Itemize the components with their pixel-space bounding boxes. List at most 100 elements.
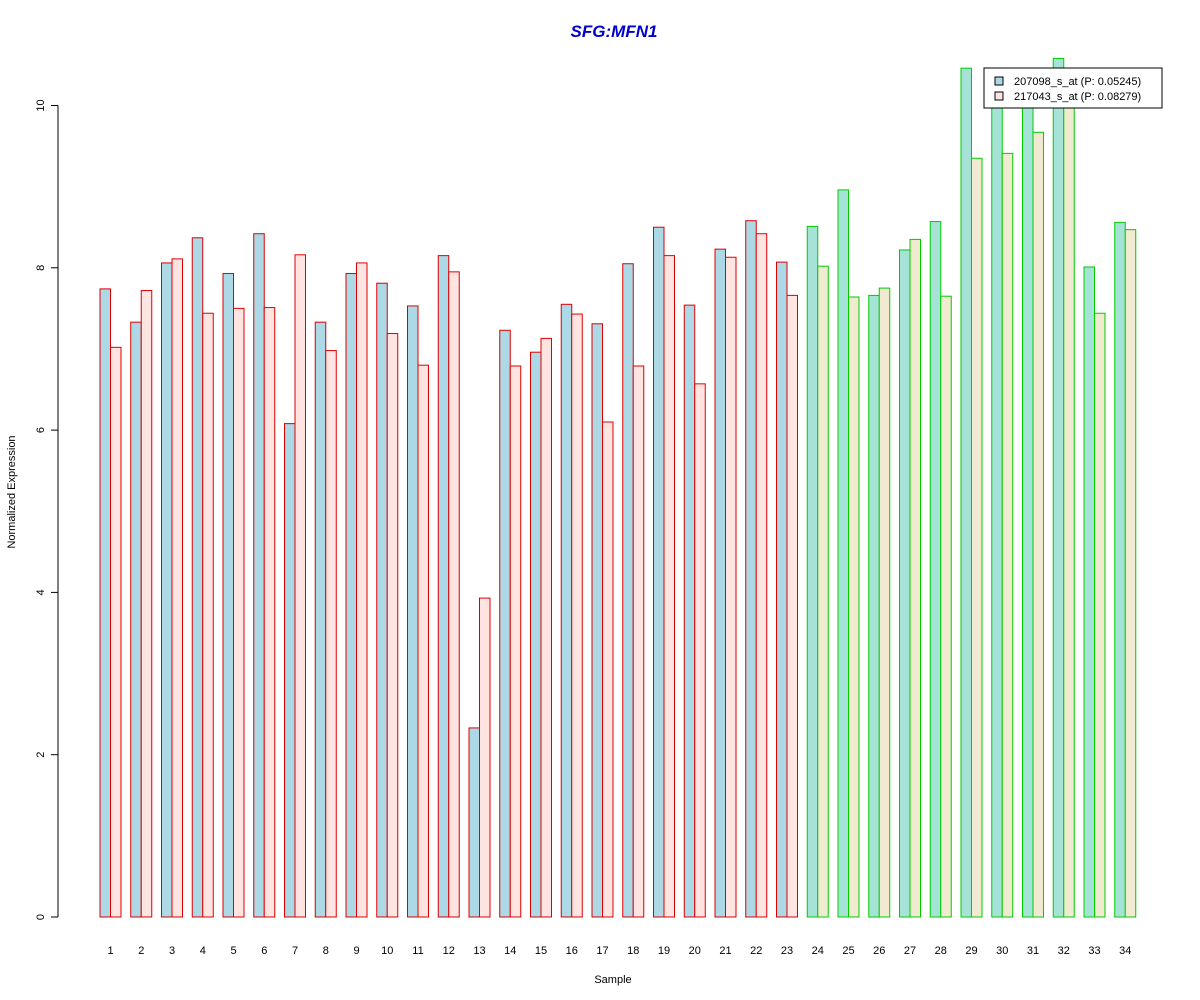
x-tick-label: 16: [566, 945, 578, 957]
bar-series-1: [1022, 96, 1034, 918]
bar-series-2: [540, 337, 552, 918]
bar-series-1: [284, 423, 296, 918]
x-tick-label: 14: [504, 945, 516, 957]
bar-series-2: [1001, 152, 1014, 918]
bar-series-2: [940, 295, 952, 918]
bar-series-2: [817, 265, 829, 918]
bar-series-2: [694, 383, 706, 918]
x-tick-label: 5: [230, 945, 236, 957]
x-tick-label: 9: [353, 945, 359, 957]
bar-series-2: [602, 421, 614, 918]
x-tick-label: 32: [1058, 945, 1070, 957]
bar-series-2: [202, 312, 214, 918]
bar-series-2: [878, 287, 891, 918]
x-tick-label: 20: [689, 945, 701, 957]
bar-series-1: [1083, 266, 1095, 918]
bar-series-1: [1052, 57, 1065, 918]
legend-swatch-series-1: [994, 76, 1004, 86]
bar-series-2: [509, 365, 522, 918]
bar-series-1: [345, 272, 357, 918]
bar-series-2: [1063, 96, 1075, 918]
bar-series-1: [960, 67, 972, 918]
x-tick-label: 28: [935, 945, 947, 957]
y-axis: 0 2 4 6 8 10: [35, 99, 59, 920]
bar-series-2: [663, 255, 675, 918]
x-tick-label: 12: [443, 945, 455, 957]
bar-series-1: [591, 323, 603, 918]
x-tick-label: 7: [292, 945, 298, 957]
bar-series-2: [325, 350, 337, 918]
bar-series-1: [222, 272, 234, 918]
bar-series-2: [448, 271, 460, 918]
bar-series-2: [479, 597, 491, 918]
bar-series-2: [294, 254, 306, 918]
x-tick-label: 23: [781, 945, 793, 957]
bar-series-1: [776, 261, 788, 918]
y-axis-label: Normalized Expression: [6, 435, 18, 548]
legend-label-series-1: 207098_s_at (P: 0.05245): [1014, 76, 1141, 88]
bar-series-1: [622, 263, 634, 918]
x-tick-label: 10: [381, 945, 393, 957]
bar-series-2: [263, 307, 276, 918]
bar-series-1: [837, 189, 849, 918]
bar-series-2: [755, 233, 768, 918]
x-tick-label: 18: [627, 945, 639, 957]
legend-label-series-2: 217043_s_at (P: 0.08279): [1014, 91, 1141, 103]
bar-series-1: [560, 303, 573, 918]
y-tick-label: 10: [35, 99, 47, 111]
bar-series-2: [110, 346, 122, 918]
bar-series-2: [356, 262, 368, 918]
x-tick-label: 27: [904, 945, 916, 957]
x-tick-label: 6: [261, 945, 267, 957]
bar-series-1: [991, 96, 1003, 918]
x-tick-label: 31: [1027, 945, 1039, 957]
y-tick-label: 6: [35, 427, 47, 433]
x-tick-label: 26: [873, 945, 885, 957]
x-tick-label: 19: [658, 945, 670, 957]
bar-series-1: [868, 294, 880, 918]
x-tick-label: 11: [412, 945, 423, 957]
bar-series-1: [714, 248, 726, 918]
bar-series-1: [314, 321, 327, 918]
bar-series-1: [376, 282, 388, 918]
y-tick-label: 0: [35, 914, 47, 920]
x-tick-label: 33: [1088, 945, 1100, 957]
bar-series-1: [191, 237, 204, 918]
bar-series-1: [929, 221, 942, 918]
bar-series-2: [1124, 229, 1137, 918]
x-tick-label: 29: [965, 945, 977, 957]
x-tick-label: 17: [596, 945, 608, 957]
y-tick-label: 8: [35, 265, 47, 271]
bar-series-2: [632, 365, 645, 918]
bar-series-1: [407, 305, 419, 918]
bar-series-1: [130, 321, 142, 918]
bar-series-2: [848, 296, 860, 918]
bar-series-1: [806, 225, 819, 918]
x-tick-label: 21: [719, 945, 731, 957]
bar-series-1: [99, 288, 111, 918]
bar-series-1: [253, 233, 265, 918]
x-tick-label: 25: [842, 945, 854, 957]
bar-series-2: [417, 364, 429, 918]
bar-series-2: [786, 294, 798, 918]
bar-series-1: [468, 727, 480, 918]
x-tick-label: 34: [1119, 945, 1131, 957]
x-axis-label: Sample: [594, 974, 631, 986]
x-tick-label: 30: [996, 945, 1008, 957]
bar-series-1: [499, 329, 511, 918]
x-axis: 1 2 3 4 5 6 7 8 9 10 11 12 13 14 15 16 17 18 19 20 21 22 23 24 2…: [107, 945, 1131, 957]
bar-series-1: [530, 351, 542, 918]
x-tick-label: 4: [200, 945, 206, 957]
x-tick-label: 3: [169, 945, 175, 957]
x-tick-label: 2: [138, 945, 144, 957]
bar-series-2: [909, 238, 921, 918]
x-tick-label: 15: [535, 945, 547, 957]
bar-series-1: [437, 255, 450, 918]
legend: 207098_s_at (P: 0.05245) 217043_s_at (P:…: [983, 67, 1163, 109]
bar-series-1: [161, 262, 173, 918]
chart-title: SFG:MFN1: [571, 22, 658, 41]
legend-swatch-series-2: [994, 91, 1004, 101]
bar-series-1: [1114, 221, 1126, 918]
bar-series-1: [683, 304, 696, 918]
